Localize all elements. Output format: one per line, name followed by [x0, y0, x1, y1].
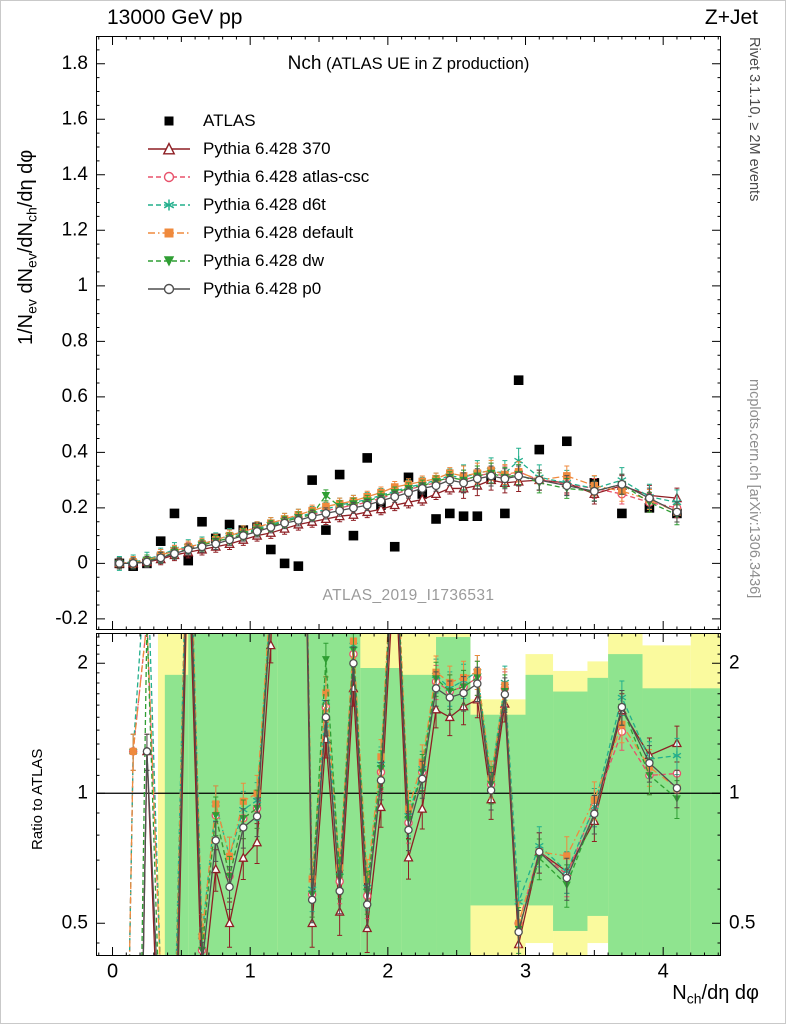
atlas-marker-icon — [164, 116, 174, 126]
process-label: Z+Jet — [704, 6, 758, 29]
ratio-y-axis-label: Ratio to ATLAS — [29, 748, 46, 850]
rivet-version-label: Rivet 3.1.10, ≥ 2M events — [746, 37, 762, 202]
label-text: N — [672, 982, 687, 1004]
pythia-6-428-default-marker-icon — [148, 228, 190, 238]
label-text: /dN — [15, 222, 37, 254]
label-text: dN — [15, 267, 37, 300]
beam-energy-label: 13000 GeV pp — [107, 6, 243, 29]
legend-item: Pythia 6.428 d6t — [147, 191, 369, 219]
main-y-axis-label: 1/Nev dNev/dNch/dη dφ — [15, 150, 39, 345]
mcplots-credit-label: mcplots.cern.ch [arXiv:1306.3436] — [746, 379, 762, 599]
legend-item: ATLAS — [147, 107, 369, 135]
subscript-text: ch — [23, 207, 40, 223]
pythia-6-428-d6t-marker-icon — [148, 199, 190, 211]
analysis-id-watermark: ATLAS_2019_I1736531 — [322, 587, 495, 604]
pythia-6-428-atlas-csc-marker-icon — [148, 171, 190, 183]
legend: ATLAS Pythia 6.428 370 Pythia 6.428 atlas-… — [147, 107, 369, 303]
observable-name: Nch — [287, 53, 322, 74]
legend-item: Pythia 6.428 atlas-csc — [147, 163, 369, 191]
pythia-6-428-dw-marker-icon — [148, 256, 190, 267]
legend-item: Pythia 6.428 p0 — [147, 275, 369, 303]
subscript-text: ev — [23, 299, 40, 314]
legend-label: Pythia 6.428 atlas-csc — [203, 167, 370, 186]
subscript-text: ch — [686, 990, 702, 1007]
pythia-6-428-p0-marker-icon — [148, 283, 190, 295]
legend-label: Pythia 6.428 370 — [203, 139, 331, 158]
legend-item: Pythia 6.428 dw — [147, 247, 369, 275]
analysis-context: (ATLAS UE in Z production) — [321, 55, 530, 73]
pythia-6-428-370-marker-icon — [148, 141, 190, 155]
label-text: /dη dφ — [701, 982, 759, 1004]
plot-title: Nch (ATLAS UE in Z production) — [96, 53, 721, 75]
legend-label: Pythia 6.428 d6t — [203, 195, 326, 214]
legend-item: Pythia 6.428 default — [147, 219, 369, 247]
x-axis-label: Nch/dη dφ — [672, 982, 759, 1006]
legend-label: Pythia 6.428 default — [203, 223, 354, 242]
legend-label: ATLAS — [203, 111, 256, 130]
label-text: 1/N — [15, 313, 37, 345]
legend-label: Pythia 6.428 p0 — [203, 279, 322, 298]
label-text: /dη dφ — [15, 149, 37, 208]
subscript-text: ev — [23, 253, 40, 268]
legend-item: Pythia 6.428 370 — [147, 135, 369, 163]
legend-label: Pythia 6.428 dw — [203, 251, 324, 270]
